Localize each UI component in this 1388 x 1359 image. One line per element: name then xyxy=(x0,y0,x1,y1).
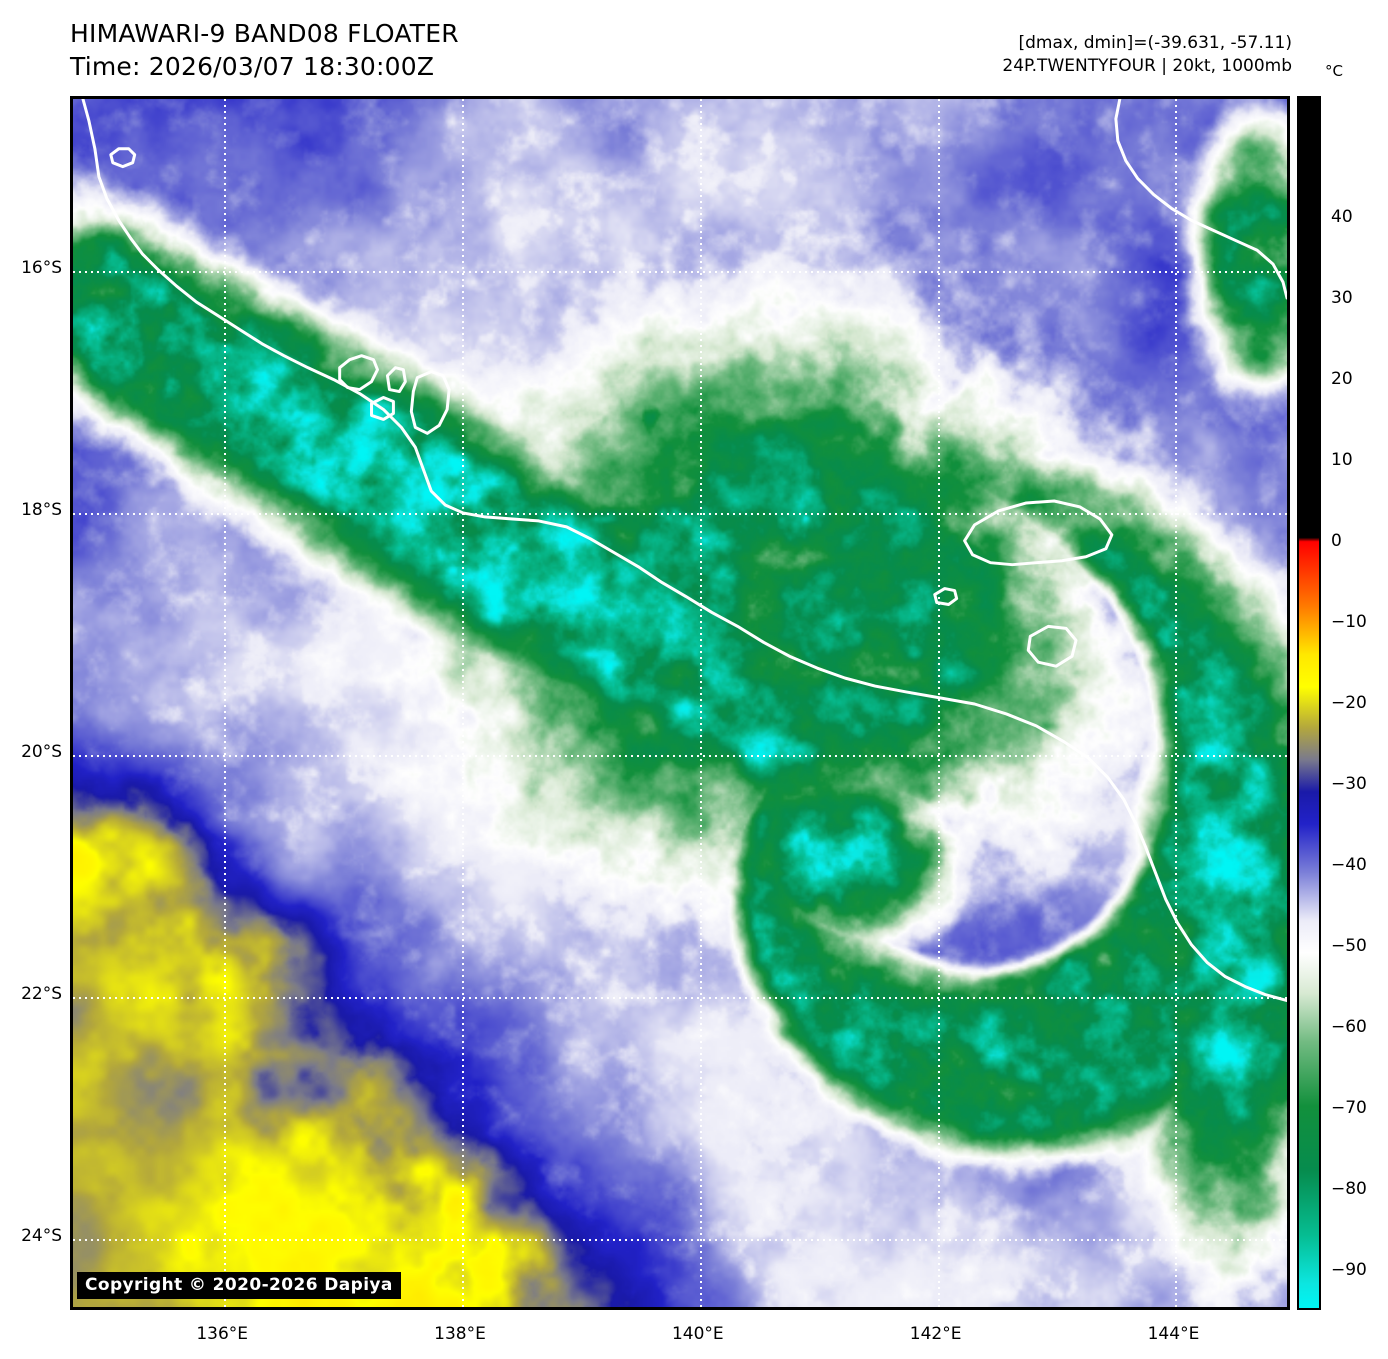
colorbar-tick-label: −50 xyxy=(1331,935,1367,956)
colorbar-tick-label: −20 xyxy=(1331,693,1367,713)
colorbar[interactable] xyxy=(1297,96,1321,1310)
colorbar-tick-label: 30 xyxy=(1331,288,1353,309)
title-block: HIMAWARI-9 BAND08 FLOATER Time: 2026/03/… xyxy=(70,18,459,83)
lat-tick-label: 20°S xyxy=(21,742,62,763)
colorbar-gradient xyxy=(1299,98,1319,1308)
lat-tick-label: 24°S xyxy=(21,1226,62,1247)
colorbar-tick-label: 0 xyxy=(1331,531,1342,552)
colorbar-tick-label: −10 xyxy=(1331,612,1367,633)
dmax-dmin-label: [dmax, dmin]=(-39.631, -57.11) xyxy=(1018,33,1293,53)
lon-tick-label: 136°E xyxy=(196,1324,249,1344)
colorbar-tick-label: −40 xyxy=(1331,854,1367,875)
colorbar-tick-label: 40 xyxy=(1331,207,1353,228)
copyright-watermark: Copyright © 2020-2026 Dapiya xyxy=(77,1272,401,1299)
colorbar-tick-label: 20 xyxy=(1331,369,1353,390)
lat-tick-label: 22°S xyxy=(21,984,62,1005)
satellite-imagery-canvas xyxy=(73,99,1287,1307)
colorbar-tick-label: 10 xyxy=(1331,450,1353,471)
lon-tick-label: 144°E xyxy=(1147,1324,1200,1344)
lat-tick-label: 16°S xyxy=(21,258,62,279)
satellite-image-plot: Copyright © 2020-2026 Dapiya xyxy=(70,96,1290,1310)
lon-tick-label: 138°E xyxy=(434,1324,486,1344)
lon-tick-label: 142°E xyxy=(909,1324,962,1344)
lat-tick-label: 18°S xyxy=(21,500,62,521)
colorbar-tick-label: −60 xyxy=(1331,1016,1367,1037)
colorbar-unit-label: °C xyxy=(1325,62,1343,80)
colorbar-tick-label: −80 xyxy=(1331,1178,1367,1199)
timestamp-label: Time: 2026/03/07 18:30:00Z xyxy=(70,51,435,81)
lon-tick-label: 140°E xyxy=(671,1324,724,1344)
metadata-block: [dmax, dmin]=(-39.631, -57.11) 24P.TWENT… xyxy=(1002,32,1292,78)
colorbar-tick-label: −90 xyxy=(1331,1259,1367,1280)
storm-info-label: 24P.TWENTYFOUR | 20kt, 1000mb xyxy=(1002,55,1292,76)
colorbar-tick-label: −70 xyxy=(1331,1097,1367,1118)
colorbar-tick-label: −30 xyxy=(1331,773,1367,794)
page-title: HIMAWARI-9 BAND08 FLOATER xyxy=(70,19,459,48)
